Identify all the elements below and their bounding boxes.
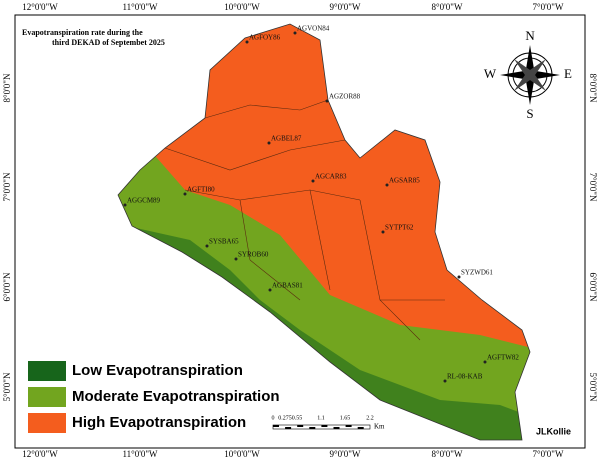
latitude-label: 6°0'0"N xyxy=(588,273,598,302)
scale-bar-segment xyxy=(357,427,364,429)
compass-letter: W xyxy=(484,66,497,81)
map-title: third DEKAD of Septembet 2025 xyxy=(52,38,165,47)
map-title: Evapotranspiration rate during the xyxy=(22,28,143,37)
credit: JLKollie xyxy=(536,426,571,436)
latitude-label: 6°0'0"N xyxy=(2,272,12,301)
station-label: SYROB60 xyxy=(238,251,269,259)
station-label: AGVON84 xyxy=(297,25,330,33)
station-point xyxy=(325,99,329,103)
longitude-label: 12°0'0"W xyxy=(22,2,58,12)
scale-tick-label: 1.1 xyxy=(317,415,325,421)
county-borders xyxy=(164,99,445,341)
legend-swatch xyxy=(28,361,66,381)
latitude-label: 7°0'0"N xyxy=(588,173,598,202)
scale-tick-label: 0.55 xyxy=(292,415,303,421)
station-label: AGFTW82 xyxy=(487,354,519,362)
station-point xyxy=(245,40,249,44)
longitude-label: 10°0'0"W xyxy=(224,2,260,12)
longitude-label: 10°0'0"W xyxy=(224,449,260,459)
scale-bar-segment xyxy=(297,425,304,427)
scale-bar: 0 0.275 0.55 1.1 1.65 2.2Km xyxy=(272,415,386,430)
station-label: AGZOR88 xyxy=(329,93,361,101)
longitude-label: 9°0'0"W xyxy=(330,449,361,459)
longitude-label: 12°0'0"W xyxy=(22,449,58,459)
station-label: SYZWD61 xyxy=(461,269,493,277)
latitude-label: 8°0'0"N xyxy=(2,73,12,102)
scale-tick-label: 0.275 xyxy=(278,415,292,421)
scale-bar-segment xyxy=(321,425,328,427)
legend-label: Low Evapotranspiration xyxy=(72,362,243,379)
station-point xyxy=(385,183,389,187)
station-label: AGFOY86 xyxy=(249,34,281,42)
longitude-label: 7°0'0"W xyxy=(533,449,564,459)
station-label: SYTPT62 xyxy=(385,224,414,232)
station-label: AGFTI80 xyxy=(187,186,215,194)
station-label: AGBEL87 xyxy=(271,135,302,143)
station-point xyxy=(205,244,209,248)
compass-letter: E xyxy=(564,66,572,81)
legend-swatch xyxy=(28,387,66,407)
station-point xyxy=(443,379,447,383)
longitude-label: 11°0'0"W xyxy=(122,2,158,12)
latitude-label: 5°0'0"N xyxy=(2,372,12,401)
scale-tick-label: 1.65 xyxy=(340,415,351,421)
scale-unit: Km xyxy=(374,423,385,431)
station-point xyxy=(381,230,385,234)
longitude-label: 7°0'0"W xyxy=(533,2,564,12)
compass-letter: N xyxy=(525,28,535,43)
station-label: AGCAR83 xyxy=(315,173,347,181)
compass-letter: S xyxy=(526,106,533,121)
station-point xyxy=(123,203,127,207)
legend-swatch xyxy=(28,413,66,433)
latitude-label: 5°0'0"N xyxy=(588,373,598,402)
scale-tick-label: 2.2 xyxy=(366,415,374,421)
legend-label: High Evapotranspiration xyxy=(72,414,246,431)
longitude-label: 11°0'0"W xyxy=(122,449,158,459)
legend-label: Moderate Evapotranspiration xyxy=(72,388,280,405)
station-point xyxy=(234,257,238,261)
scale-bar-segment xyxy=(285,427,292,429)
latitude-label: 8°0'0"N xyxy=(588,74,598,103)
longitude-label: 8°0'0"W xyxy=(432,2,463,12)
station-point xyxy=(268,288,272,292)
station-label: AGSAR85 xyxy=(389,177,420,185)
station-point xyxy=(483,360,487,364)
longitude-label: 8°0'0"W xyxy=(432,449,463,459)
station-point xyxy=(183,192,187,196)
scale-bar-segment xyxy=(333,427,340,429)
longitude-label: 9°0'0"W xyxy=(330,2,361,12)
station-point xyxy=(311,179,315,183)
station-point xyxy=(293,31,297,35)
station-point xyxy=(457,275,461,279)
station-label: AGGCM89 xyxy=(127,197,161,205)
scale-bar-segment xyxy=(309,427,316,429)
scale-bar-segment xyxy=(345,425,352,427)
compass: N S E W xyxy=(484,28,572,121)
station-label: SYSBA65 xyxy=(209,238,239,246)
station-label: AGBAS81 xyxy=(272,282,303,290)
scale-tick-label: 0 xyxy=(272,415,275,421)
latitude-label: 7°0'0"N xyxy=(2,172,12,201)
scale-bar-segment xyxy=(273,425,279,427)
station-label: RL-08-KAB xyxy=(447,373,483,381)
station-point xyxy=(267,141,271,145)
